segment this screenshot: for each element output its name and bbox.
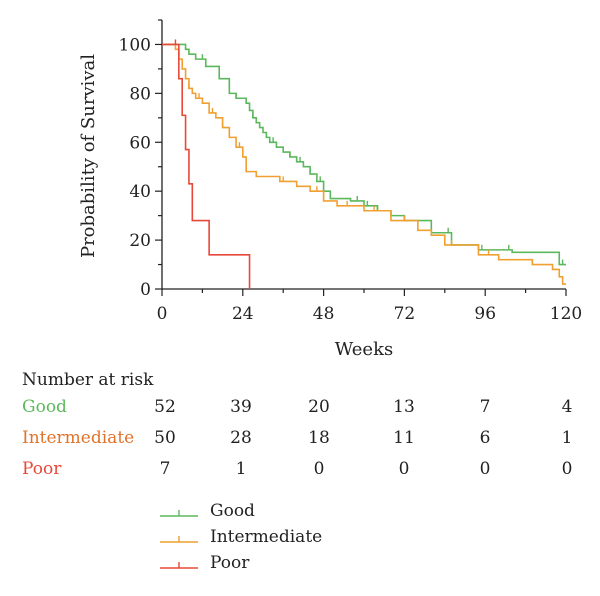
risk-count: 0 — [479, 459, 491, 479]
y-tick-label: 100 — [119, 35, 151, 55]
risk-count: 50 — [154, 428, 176, 448]
y-tick-label: 20 — [129, 231, 151, 251]
risk-count: 18 — [308, 428, 330, 448]
x-tick-label: 48 — [313, 304, 335, 324]
legend-label: Good — [210, 501, 255, 521]
legend-swatch-intermediate — [160, 536, 198, 543]
risk-count: 0 — [398, 459, 410, 479]
risk-count: 7 — [159, 459, 171, 479]
series-layer — [162, 39, 566, 289]
risk-table-title: Number at risk — [22, 370, 154, 390]
risk-count: 4 — [561, 397, 573, 417]
series-line-poor — [162, 43, 251, 289]
series-poor — [162, 39, 251, 289]
series-good — [162, 43, 566, 266]
series-line-good — [162, 43, 566, 266]
x-tick-label: 24 — [232, 304, 254, 324]
risk-count: 1 — [235, 459, 247, 479]
series-line-intermediate — [162, 43, 566, 285]
legend-swatch-good — [160, 510, 198, 517]
risk-count: 0 — [313, 459, 325, 479]
axes: 0 20 40 60 80 100 0 24 48 72 96 120 — [119, 19, 582, 324]
x-tick-label: 120 — [550, 304, 582, 324]
risk-count: 6 — [479, 428, 491, 448]
x-tick-label: 0 — [157, 304, 168, 324]
risk-count: 20 — [308, 397, 330, 417]
risk-count: 1 — [561, 428, 573, 448]
risk-row-label: Poor — [22, 459, 62, 479]
risk-count: 28 — [230, 428, 252, 448]
series-intermediate — [162, 43, 566, 285]
risk-count: 39 — [230, 397, 252, 417]
y-tick-label: 0 — [140, 280, 151, 300]
legend-label: Poor — [210, 553, 250, 573]
risk-row-poor: Poor 7 1 0 0 0 0 — [0, 459, 600, 481]
y-tick-label: 60 — [129, 133, 151, 153]
risk-count: 52 — [154, 397, 176, 417]
risk-row-good: Good 52 39 20 13 7 4 — [0, 397, 600, 419]
risk-row-label: Intermediate — [22, 428, 135, 448]
x-tick-label: 72 — [394, 304, 416, 324]
legend-swatch-poor — [160, 562, 198, 569]
risk-row-label: Good — [22, 397, 67, 417]
y-tick-label: 80 — [129, 84, 151, 104]
y-tick-label: 40 — [129, 182, 151, 202]
y-axis-label: Probability of Survival — [78, 54, 99, 258]
x-tick-label: 96 — [474, 304, 496, 324]
risk-count: 13 — [393, 397, 415, 417]
risk-count: 0 — [561, 459, 573, 479]
risk-count: 11 — [393, 428, 415, 448]
legend-label: Intermediate — [210, 527, 323, 547]
risk-count: 7 — [479, 397, 491, 417]
risk-row-intermediate: Intermediate 50 28 18 11 6 1 — [0, 428, 600, 450]
x-axis-label: Weeks — [335, 339, 393, 360]
